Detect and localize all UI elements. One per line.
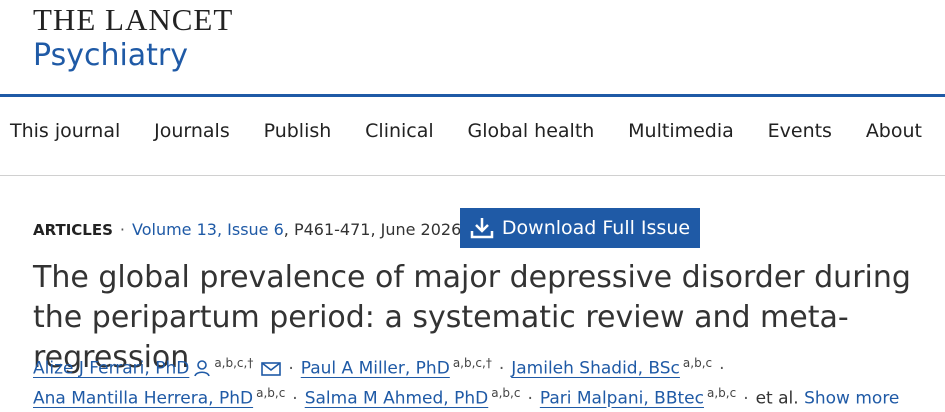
separator: · [292, 388, 298, 409]
download-icon [470, 218, 494, 239]
nav-item[interactable]: Publish [263, 120, 332, 142]
nav-rule [0, 175, 945, 176]
separator: · [119, 220, 126, 239]
brand[interactable]: THE LANCET [33, 2, 234, 37]
affiliations: a,b,c [706, 386, 737, 400]
affiliations: a,b,c [256, 386, 286, 400]
download-button[interactable]: Download Full Issue [460, 208, 700, 248]
separator: · [719, 358, 725, 379]
article-title: The global prevalence of major depressiv… [33, 260, 911, 375]
affiliations: a,b,c [682, 356, 713, 370]
separator: · [288, 358, 294, 379]
nav-item[interactable]: This journal [10, 120, 121, 142]
nav-item[interactable]: Global health [467, 120, 595, 142]
nav-item[interactable]: Events [767, 120, 832, 142]
author-name[interactable]: Paul A Miller, PhD [300, 358, 450, 379]
nav-item[interactable]: About [865, 120, 922, 142]
author-name[interactable]: Salma M Ahmed, PhD [304, 388, 489, 409]
authors-line: Alize J Ferrari, PhD a,b,c,† · Paul A Mille… [33, 356, 732, 379]
article-meta: ARTICLES · Volume 13, Issue 6, P461-471, J… [33, 220, 461, 239]
separator: · [498, 358, 505, 379]
authors-line: Ana Mantilla Herrera, PhD a,b,c · Salma M A… [33, 386, 899, 409]
journal-name[interactable]: Psychiatry [33, 38, 189, 73]
separator: · [743, 388, 749, 409]
affiliations: a,b,c,† [452, 356, 492, 370]
author-name[interactable]: Jamileh Shadid, BSc [511, 358, 680, 379]
nav-bar: This journal Journals Publish Clinical G… [10, 120, 922, 142]
show-more[interactable]: Show more [804, 388, 900, 409]
pages-date: , P461-471, June 2026 [283, 220, 462, 239]
email-icon[interactable] [261, 361, 282, 377]
nav-item[interactable]: Clinical [365, 120, 434, 142]
nav-item[interactable]: Multimedia [628, 120, 734, 142]
separator: · [527, 388, 533, 409]
affiliations: a,b,c [491, 386, 521, 400]
header-rule [0, 94, 945, 97]
et-al: et al. [755, 388, 799, 409]
author-name[interactable]: Pari Malpani, BBtec [539, 388, 704, 409]
profile-icon[interactable] [193, 359, 211, 377]
download-label: Download Full Issue [501, 217, 691, 239]
issue-link[interactable]: Volume 13, Issue 6 [132, 220, 284, 239]
nav-item[interactable]: Journals [154, 120, 230, 142]
affiliations: a,b,c,† [214, 356, 254, 370]
section-label: ARTICLES [33, 221, 113, 239]
author-name[interactable]: Alize J Ferrari, PhD [33, 358, 190, 379]
author-name[interactable]: Ana Mantilla Herrera, PhD [33, 388, 254, 409]
